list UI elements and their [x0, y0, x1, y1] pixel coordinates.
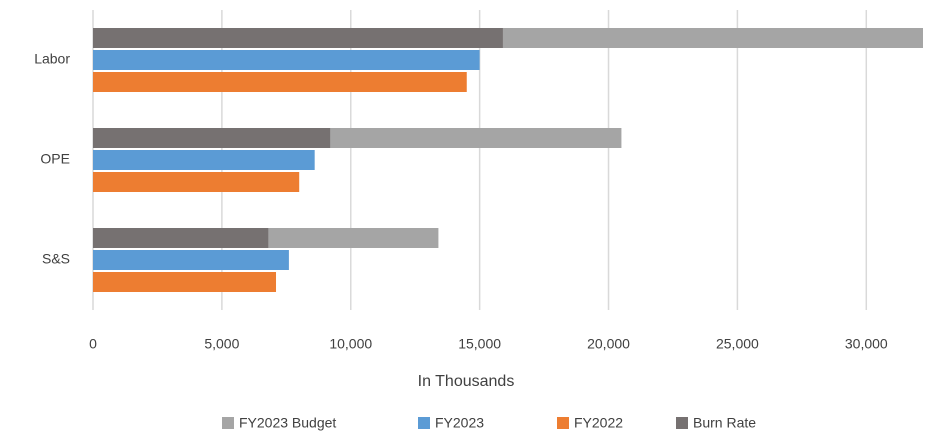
legend-swatch [222, 417, 234, 429]
bar [93, 50, 480, 70]
x-tick-label: 15,000 [458, 336, 501, 352]
bar [93, 172, 300, 192]
legend-label: FY2022 [574, 415, 623, 431]
bar [93, 272, 277, 292]
bar [93, 150, 315, 170]
y-tick-label: Labor [34, 51, 70, 67]
legend-swatch [557, 417, 569, 429]
bar [93, 28, 503, 48]
y-tick-label: S&S [42, 251, 70, 267]
legend-label: FY2023 [435, 415, 484, 431]
x-tick-label: 10,000 [329, 336, 372, 352]
x-tick-label: 30,000 [845, 336, 888, 352]
x-axis-title: In Thousands [418, 373, 515, 390]
bar [93, 128, 331, 148]
y-tick-label: OPE [40, 151, 70, 167]
x-tick-label: 25,000 [716, 336, 759, 352]
bar [93, 228, 269, 248]
x-tick-label: 5,000 [204, 336, 239, 352]
x-tick-label: 20,000 [587, 336, 630, 352]
legend-swatch [676, 417, 688, 429]
x-tick-label: 0 [89, 336, 97, 352]
legend-swatch [418, 417, 430, 429]
legend-label: Burn Rate [693, 415, 756, 431]
legend-label: FY2023 Budget [239, 415, 336, 431]
bar [93, 72, 467, 92]
bar [93, 250, 289, 270]
